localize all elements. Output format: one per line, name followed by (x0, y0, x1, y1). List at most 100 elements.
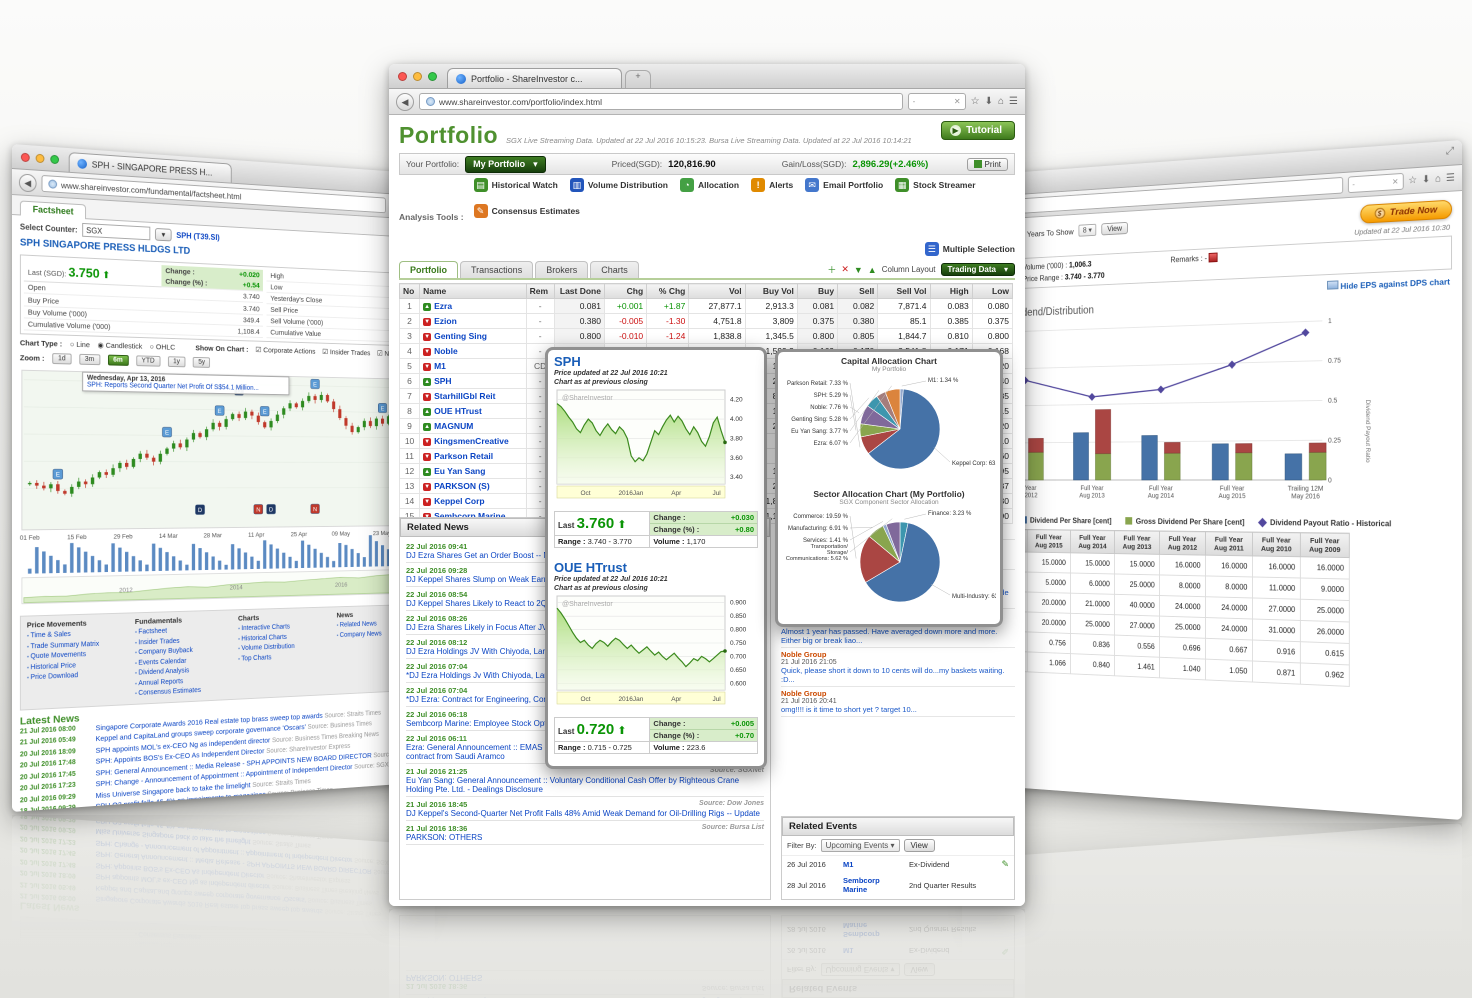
stock-link[interactable]: Ezion (434, 316, 457, 326)
remarks-icon[interactable] (1209, 252, 1219, 263)
pie-slice[interactable] (867, 388, 941, 470)
tab-portfolio[interactable]: Portfolio (399, 261, 458, 278)
news-headline[interactable]: *DJ Ezra: Contract for Engineering, Cons… (406, 694, 579, 704)
menu-icon[interactable]: ☰ (1009, 96, 1018, 107)
zoom-window-icon[interactable] (50, 154, 60, 165)
move-down-icon[interactable]: ▼ (853, 264, 863, 275)
stock-link[interactable]: Parkson Retail (434, 451, 494, 461)
post-stock-name[interactable]: Noble Group (781, 689, 827, 698)
trade-now-button[interactable]: $ Trade Now (1359, 199, 1453, 224)
minimize-icon[interactable] (413, 72, 422, 81)
column-header[interactable]: Buy (796, 283, 839, 299)
column-layout-button[interactable]: Column Layout (881, 265, 936, 274)
search-box[interactable]: - ✕ (907, 93, 966, 110)
news-headline[interactable]: DJ Ezra Holdings JV With Chiyoda, Larsen… (406, 646, 593, 656)
pie-slice[interactable] (884, 388, 901, 430)
column-header[interactable]: Last Done (553, 283, 605, 299)
stock-link[interactable]: Noble (434, 346, 458, 356)
move-up-icon[interactable]: ▲ (867, 264, 877, 275)
minimize-icon[interactable] (35, 153, 45, 164)
tab-factsheet[interactable]: Factsheet (19, 200, 87, 220)
stock-link[interactable]: OUE HTrust (434, 406, 482, 416)
stock-link[interactable]: M1 (434, 361, 446, 371)
news-headline[interactable]: Eu Yan Sang: General Announcement :: Vol… (406, 775, 740, 794)
news-headline[interactable]: DJ Keppel Shares Slump on Weak Earnings,… (406, 574, 595, 584)
stock-link[interactable]: Keppel Corp (434, 496, 485, 506)
chart-type-radio-line[interactable]: ○ Line (69, 339, 90, 350)
traffic-lights[interactable] (20, 152, 60, 165)
tutorial-button[interactable]: ▶ Tutorial (941, 121, 1015, 140)
home-icon[interactable]: ⌂ (997, 96, 1005, 107)
post-text[interactable]: Quick, please short it down to 10 cents … (781, 666, 1005, 684)
news-headline[interactable]: DJ Keppel's Second-Quarter Net Profit Fa… (406, 808, 760, 818)
zoom-5y[interactable]: 5y (192, 356, 211, 368)
news-headline[interactable]: DJ Ezra Shares Likely in Focus After JV … (406, 622, 598, 632)
column-header[interactable]: Vol (688, 283, 746, 299)
column-header[interactable]: Rem (525, 283, 555, 299)
stock-link[interactable]: SPH (434, 376, 452, 386)
tab-brokers[interactable]: Brokers (535, 261, 589, 278)
delete-row-icon[interactable]: ✕ (841, 264, 849, 274)
tool-historical-watch[interactable]: ▤ Historical Watch (473, 178, 558, 192)
events-filter-select[interactable]: Upcoming Events ▾ (820, 839, 900, 852)
tool-stock-streamer[interactable]: ▦ Stock Streamer (895, 178, 976, 192)
stock-link[interactable]: Sembcorp Marine (434, 511, 506, 521)
zoom-window-icon[interactable] (428, 72, 437, 81)
event-marker[interactable] (53, 469, 63, 479)
stock-link[interactable]: MAGNUM (434, 421, 474, 431)
home-icon[interactable]: ⌂ (1435, 173, 1442, 185)
zoom-3m[interactable]: 3m (79, 353, 100, 366)
view-button[interactable]: View (1101, 221, 1128, 236)
column-header[interactable]: Buy Vol (744, 283, 798, 299)
bookmark-icon[interactable]: ☆ (1408, 174, 1418, 187)
zoom-YTD[interactable]: YTD (135, 355, 161, 367)
download-icon[interactable]: ⬇ (984, 96, 993, 107)
add-row-icon[interactable]: ＋ (827, 265, 837, 275)
chart-type-radio-candlestick[interactable]: ◉ Candlestick (97, 340, 143, 351)
mini-chart-title[interactable]: SPH (554, 354, 581, 369)
column-header[interactable]: High (929, 283, 973, 299)
tool-email-portfolio[interactable]: ✉ Email Portfolio (805, 178, 883, 192)
search-box[interactable]: - ✕ (1347, 172, 1404, 194)
column-header[interactable]: Chg (603, 283, 648, 299)
view-mode-select[interactable]: Trading Data ▾ (940, 263, 1015, 276)
counter-dropdown-button[interactable]: ▾ (155, 227, 172, 241)
zoom-1y[interactable]: 1y (167, 356, 186, 368)
years-select[interactable]: 8 ▾ (1078, 223, 1097, 237)
column-header[interactable]: Name (419, 283, 527, 299)
events-view-button[interactable]: View (903, 839, 935, 852)
show-checkbox[interactable]: ☑ Corporate Actions (255, 345, 316, 356)
stock-link[interactable]: KingsmenCreative (434, 436, 509, 446)
column-header[interactable]: % Chg (646, 283, 690, 299)
bookmark-icon[interactable]: ☆ (970, 96, 980, 107)
tool-allocation[interactable]: ◔ Allocation (679, 178, 739, 192)
column-header[interactable]: Sell (837, 283, 879, 299)
tool-alerts[interactable]: ! Alerts (751, 178, 793, 192)
news-headline[interactable]: DJ Ezra Shares Get an Order Boost -- Mar… (406, 550, 585, 560)
close-icon[interactable] (398, 72, 407, 81)
chart-type-radio-ohlc[interactable]: ○ OHLC (149, 342, 176, 352)
menu-icon[interactable]: ☰ (1446, 172, 1456, 185)
url-bar[interactable]: www.shareinvestor.com/portfolio/index.ht… (419, 93, 903, 110)
zoom-1d[interactable]: 1d (52, 353, 72, 365)
tab-trans­actions[interactable]: Trans­actions (460, 261, 534, 278)
column-header[interactable]: No (398, 283, 421, 299)
portfolio-select[interactable]: My Portfolio ▾ (465, 155, 546, 173)
edit-icon[interactable]: ✎ (1001, 859, 1009, 869)
new-tab-button[interactable]: + (625, 70, 651, 88)
browser-tab[interactable]: Portfolio - ShareInvestor c... (447, 68, 622, 88)
download-icon[interactable]: ⬇ (1421, 174, 1431, 186)
post-stock-name[interactable]: Noble Group (781, 650, 827, 659)
event-stock-link[interactable]: M1 (843, 860, 854, 869)
post-text[interactable]: omg!!!! is it time to short yet ? target… (781, 705, 917, 714)
news-headline[interactable]: PARKSON: OTHERS (406, 832, 483, 842)
column-header[interactable]: Sell Vol (877, 283, 931, 299)
close-icon[interactable] (20, 152, 30, 163)
tool-multiple-selection[interactable]: ☰ Multiple Selection (924, 242, 1015, 256)
stock-link[interactable]: Genting Sing (434, 331, 487, 341)
stock-link[interactable]: Ezra (434, 301, 453, 311)
pie-slice[interactable] (885, 521, 901, 563)
tool-volume-distribution[interactable]: ▥ Volume Distribution (569, 178, 668, 192)
news-headline[interactable]: Sembcorp Marine: Employee Stock Option S… (406, 718, 589, 728)
